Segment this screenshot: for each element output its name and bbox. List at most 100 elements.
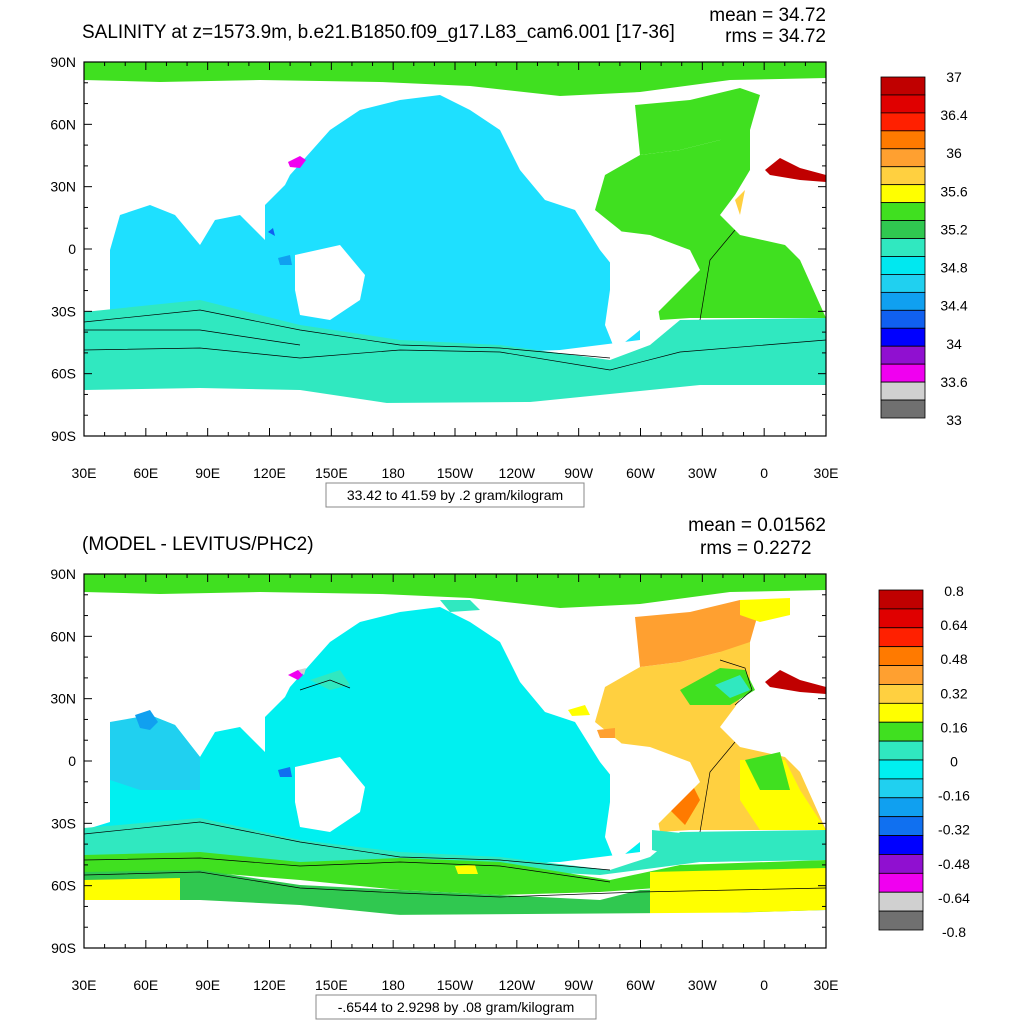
lon-tick-label: 90E <box>195 465 220 481</box>
lon-tick-label: 180 <box>381 977 405 993</box>
colorbar-swatch <box>878 854 924 874</box>
lat-tick-label: 60S <box>51 366 76 382</box>
southern-south-region <box>84 878 180 900</box>
south-atlantic-region <box>652 830 826 862</box>
contour-line <box>719 659 753 706</box>
colorbar-swatch <box>880 291 926 311</box>
info-box <box>315 994 597 1020</box>
south-america-land <box>605 742 700 862</box>
colorbar-swatch <box>878 721 924 742</box>
panel-title: (MODEL - LEVITUS/PHC2) <box>82 534 314 555</box>
contour-info-text: -.6544 to 2.9298 by .08 gram/kilogram <box>338 999 575 1015</box>
colorbar-swatch <box>878 589 924 610</box>
colorbar-swatch <box>878 797 924 818</box>
lon-tick-label: 30W <box>688 977 718 993</box>
colorbar-swatch <box>880 399 926 419</box>
lon-tick-label: 150W <box>437 465 474 481</box>
colorbar-swatch <box>878 740 924 761</box>
lon-tick-label: 150E <box>315 465 348 481</box>
colorbar-label: 0.32 <box>940 685 967 701</box>
colorbar-label: 35.2 <box>940 221 967 237</box>
mean-label: mean = 34.72 <box>709 5 826 26</box>
atlantic-north-ocean <box>635 600 760 667</box>
contour-line <box>299 679 351 691</box>
colorbar-label: 33 <box>946 412 962 428</box>
lon-tick-label: 60E <box>133 465 158 481</box>
southern-band <box>84 852 826 895</box>
colorbar-swatch <box>880 130 926 150</box>
panel-title: SALINITY at z=1573.9m, b.e21.B1850.f09_g… <box>82 22 675 43</box>
lon-tick-label: 120E <box>253 977 286 993</box>
greenland-north-patch <box>740 598 790 622</box>
lon-tick-label: 60W <box>626 465 656 481</box>
colorbar-label: 36 <box>946 145 962 161</box>
colorbar-label: -0.16 <box>938 788 970 804</box>
panel-salinity: SALINITY at z=1573.9m, b.e21.B1850.f09_g… <box>50 5 968 508</box>
colorbar-swatch <box>878 759 924 780</box>
colorbar-label: -0.8 <box>942 924 966 940</box>
caribbean-patch <box>568 705 590 716</box>
colorbar-swatch <box>878 684 924 704</box>
colorbar-swatch <box>880 166 926 186</box>
arctic-ocean <box>84 62 826 96</box>
lon-tick-label: 30E <box>72 977 97 993</box>
colorbar-swatch <box>880 309 926 329</box>
lon-tick-label: 180 <box>381 465 405 481</box>
colorbar-swatch <box>880 381 926 401</box>
lat-tick-label: 0 <box>68 241 76 257</box>
colorbar-label: 34.8 <box>940 260 967 276</box>
colorbar-label: 37 <box>946 69 962 85</box>
lon-tick-label: 90W <box>564 977 594 993</box>
lon-tick-label: 60E <box>133 977 158 993</box>
colorbar-label: 33.6 <box>940 374 967 390</box>
mediterranean-sea <box>765 670 826 694</box>
colorbar-swatch <box>878 646 924 666</box>
lon-tick-label: 30E <box>814 465 839 481</box>
okhotsk-patch <box>288 156 306 168</box>
mediterranean-sea <box>765 158 826 182</box>
contour-line <box>84 329 301 346</box>
marginal-sea-patch <box>278 255 292 265</box>
map-area <box>83 61 827 437</box>
lon-tick-label: 30W <box>688 465 718 481</box>
atlantic-southeast-region <box>670 780 700 825</box>
gulf-of-mexico-patch <box>597 728 615 738</box>
lon-tick-label: 90E <box>195 977 220 993</box>
colorbar-swatch <box>878 891 924 912</box>
contour-line <box>84 309 611 359</box>
marginal-sea-patch <box>268 228 275 236</box>
gulf-stream-region <box>715 675 750 698</box>
lat-tick-label: 60N <box>50 628 76 644</box>
colorbar-label: 0.16 <box>940 719 967 735</box>
lon-tick-label: 0 <box>760 465 768 481</box>
colorbar-swatch <box>880 184 926 204</box>
southern-south-region <box>650 868 826 915</box>
colorbar-swatch <box>880 238 926 257</box>
colorbar-swatch <box>878 872 924 893</box>
marginal-sea-patch <box>278 767 292 777</box>
contour-line <box>84 821 611 871</box>
colorbar-swatch <box>880 274 926 293</box>
colorbar-label: 0.64 <box>940 617 967 633</box>
indo-pacific-ocean <box>84 95 640 355</box>
lat-tick-label: 0 <box>68 753 76 769</box>
colorbar-swatch <box>880 94 926 114</box>
lat-tick-label: 90N <box>50 566 76 582</box>
arctic-patch <box>440 600 480 612</box>
southern-ocean <box>84 300 826 405</box>
colorbar-swatch <box>878 910 924 931</box>
arabian-sea-patch <box>135 710 158 730</box>
colorbar-swatch <box>880 76 926 96</box>
colorbar-swatch <box>878 778 924 799</box>
antarctica-land <box>84 912 826 948</box>
arctic-ocean <box>84 574 826 608</box>
colorbar-swatch <box>878 816 924 836</box>
contour-line <box>699 229 736 321</box>
lon-tick-label: 30E <box>814 977 839 993</box>
colorbar-label: 35.6 <box>940 183 967 199</box>
colorbar-label: 0 <box>950 754 958 770</box>
colorbar-label: -0.32 <box>938 822 970 838</box>
indian-ocean <box>110 715 200 790</box>
okhotsk-patch <box>288 670 303 680</box>
